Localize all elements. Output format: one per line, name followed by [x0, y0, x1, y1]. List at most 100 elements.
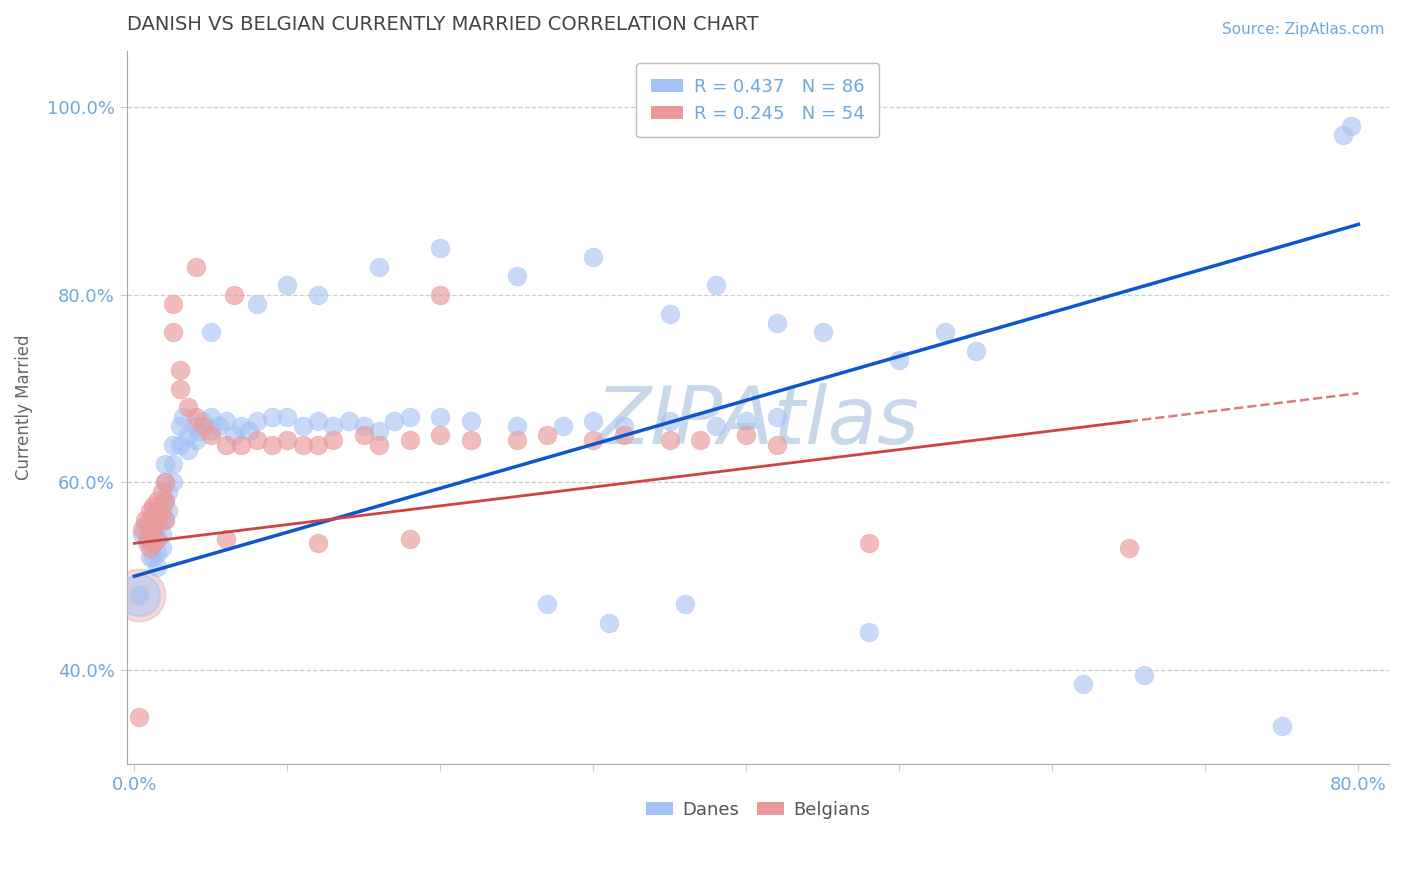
Point [460, 414, 482, 428]
Point [291, 419, 314, 434]
Point [222, 287, 245, 301]
Point [134, 513, 156, 527]
Point [260, 438, 283, 452]
Point [536, 598, 558, 612]
Point [658, 306, 681, 320]
Point [1331, 128, 1354, 143]
Point [172, 409, 194, 424]
Point [246, 414, 269, 428]
Point [460, 433, 482, 447]
Point [128, 588, 150, 602]
Point [146, 517, 169, 532]
Point [429, 287, 451, 301]
Point [184, 419, 207, 434]
Point [658, 414, 681, 428]
Point [142, 536, 165, 550]
Point [704, 278, 727, 293]
Point [153, 475, 176, 490]
Point [307, 287, 329, 301]
Point [368, 260, 391, 274]
Point [368, 438, 391, 452]
Point [215, 414, 238, 428]
Point [146, 532, 169, 546]
Point [153, 494, 176, 508]
Point [766, 316, 789, 330]
Point [146, 494, 169, 508]
Point [169, 419, 191, 434]
Point [766, 438, 789, 452]
Point [162, 438, 184, 452]
Point [200, 326, 222, 340]
Point [131, 527, 153, 541]
Point [215, 532, 238, 546]
Point [889, 353, 911, 368]
Point [1271, 719, 1294, 733]
Point [200, 424, 222, 438]
Point [207, 419, 229, 434]
Point [536, 428, 558, 442]
Point [169, 438, 191, 452]
Point [1071, 677, 1094, 691]
Point [246, 433, 269, 447]
Point [222, 428, 245, 442]
Point [150, 499, 173, 513]
Point [153, 457, 176, 471]
Point [858, 625, 880, 640]
Point [766, 409, 789, 424]
Point [337, 414, 360, 428]
Point [169, 382, 191, 396]
Point [169, 363, 191, 377]
Point [506, 268, 529, 283]
Point [162, 326, 184, 340]
Point [150, 484, 173, 499]
Point [215, 438, 238, 452]
Point [689, 433, 711, 447]
Point [398, 433, 420, 447]
Point [506, 433, 529, 447]
Text: ZIPAtlas: ZIPAtlas [596, 383, 920, 460]
Point [658, 433, 681, 447]
Point [187, 424, 209, 438]
Point [193, 414, 215, 428]
Point [142, 499, 165, 513]
Point [138, 541, 160, 555]
Point [184, 409, 207, 424]
Point [156, 484, 179, 499]
Point [246, 297, 269, 311]
Point [506, 419, 529, 434]
Point [276, 433, 298, 447]
Point [200, 428, 222, 442]
Point [142, 522, 165, 536]
Point [142, 517, 165, 532]
Point [162, 297, 184, 311]
Point [704, 419, 727, 434]
Text: Source: ZipAtlas.com: Source: ZipAtlas.com [1222, 22, 1385, 37]
Point [153, 475, 176, 490]
Point [135, 532, 157, 546]
Point [138, 503, 160, 517]
Point [142, 536, 165, 550]
Point [177, 401, 200, 415]
Point [735, 414, 758, 428]
Point [146, 532, 169, 546]
Point [131, 522, 153, 536]
Point [858, 775, 880, 789]
Point [673, 598, 696, 612]
Point [322, 419, 344, 434]
Point [322, 433, 344, 447]
Point [150, 503, 173, 517]
Point [142, 508, 165, 523]
Text: DANISH VS BELGIAN CURRENTLY MARRIED CORRELATION CHART: DANISH VS BELGIAN CURRENTLY MARRIED CORR… [127, 15, 758, 34]
Point [135, 536, 157, 550]
Point [150, 541, 173, 555]
Point [128, 588, 150, 602]
Point [138, 532, 160, 546]
Legend: Danes, Belgians: Danes, Belgians [638, 794, 877, 826]
Point [429, 428, 451, 442]
Point [142, 550, 165, 565]
Point [156, 503, 179, 517]
Point [138, 513, 160, 527]
Point [598, 616, 620, 631]
Y-axis label: Currently Married: Currently Married [15, 334, 32, 480]
Point [291, 438, 314, 452]
